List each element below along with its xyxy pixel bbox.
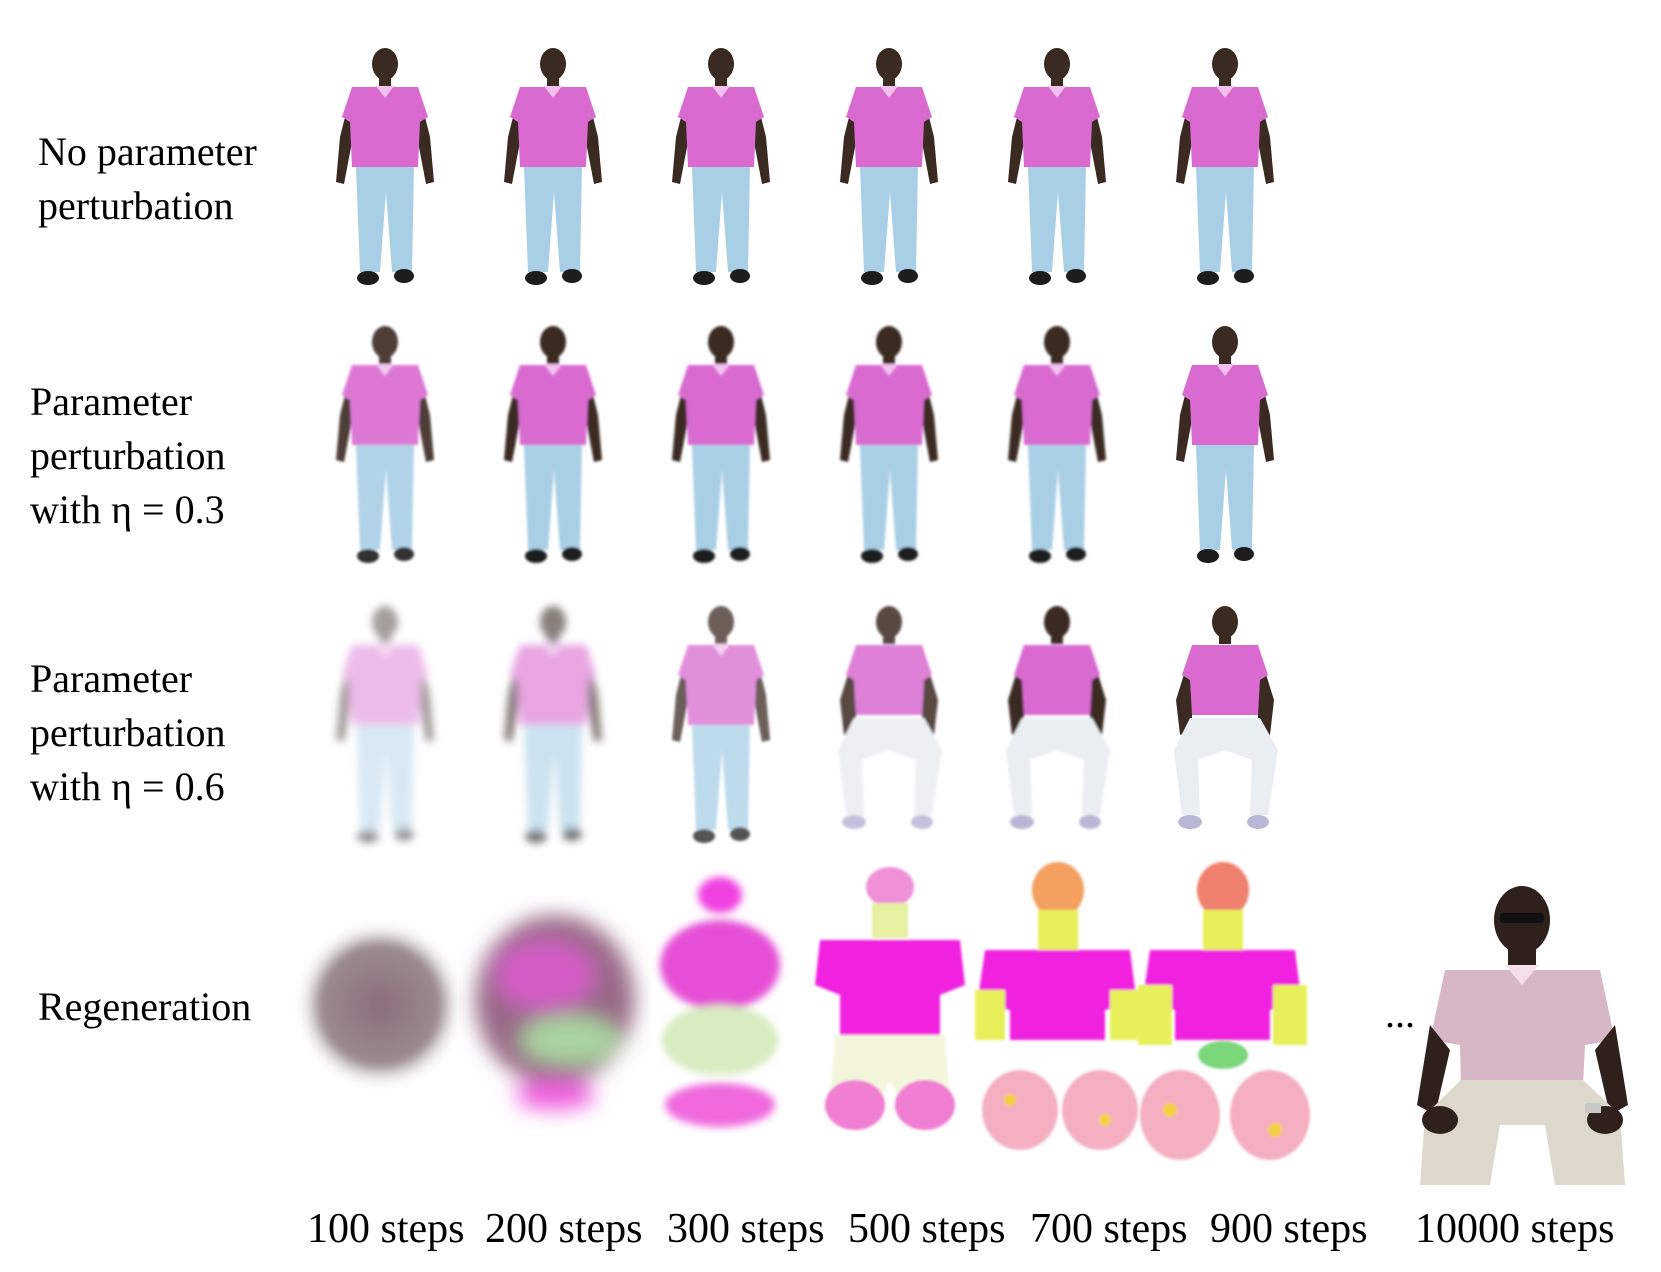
row-label-regeneration: Regeneration	[38, 980, 251, 1034]
row4-col4-image	[800, 865, 980, 1165]
col-label-900-steps: 900 steps	[1210, 1206, 1368, 1252]
col-label-100-steps: 100 steps	[307, 1206, 465, 1252]
row-label-eta-03: Parameter perturbation with η = 0.3	[30, 375, 226, 537]
row4-col5-image	[965, 860, 1150, 1170]
row3-col5-image	[972, 600, 1142, 870]
col-label-300-steps: 300 steps	[667, 1206, 825, 1252]
row1-col6-image	[1140, 42, 1310, 312]
row-label-line: Regeneration	[38, 984, 252, 1029]
row2-col5-image	[972, 320, 1142, 590]
row4-col6-image	[1130, 860, 1315, 1170]
col-label-200-steps: 200 steps	[485, 1206, 643, 1252]
row3-col1-image	[300, 600, 470, 870]
row4-col3-image	[635, 870, 805, 1160]
row-label-line: Parameter	[30, 656, 193, 701]
col-label-700-steps: 700 steps	[1030, 1206, 1188, 1252]
row2-col2-image	[468, 320, 638, 590]
row1-col2-image	[468, 42, 638, 312]
row4-col2-image	[460, 880, 650, 1150]
row3-col2-image	[468, 600, 638, 870]
row1-col5-image	[972, 42, 1142, 312]
row-label-line: Parameter	[30, 379, 193, 424]
row2-col6-image	[1140, 320, 1310, 590]
ellipsis: ...	[1385, 991, 1415, 1036]
row-label-eta-06: Parameter perturbation with η = 0.6	[30, 652, 226, 814]
row4-col7-final-image	[1405, 875, 1640, 1185]
row1-col1-image	[300, 42, 470, 312]
row-label-line: perturbation	[30, 710, 226, 755]
row4-col1-image	[285, 880, 475, 1150]
row-label-line: No parameter	[38, 129, 257, 174]
col-label-500-steps: 500 steps	[848, 1206, 1006, 1252]
col-label-10000-steps: 10000 steps	[1415, 1206, 1615, 1252]
row2-col1-image	[300, 320, 470, 590]
row-label-line: perturbation	[38, 183, 234, 228]
row3-col6-image	[1140, 600, 1310, 870]
row-label-line: with η = 0.6	[30, 764, 225, 809]
row3-col3-image	[636, 600, 806, 870]
row3-col4-image	[804, 600, 974, 870]
row2-col3-image	[636, 320, 806, 590]
row1-col3-image	[636, 42, 806, 312]
row-label-no-perturbation: No parameter perturbation	[38, 125, 257, 233]
row1-col4-image	[804, 42, 974, 312]
row-label-line: with η = 0.3	[30, 487, 225, 532]
row2-col4-image	[804, 320, 974, 590]
row-label-line: perturbation	[30, 433, 226, 478]
